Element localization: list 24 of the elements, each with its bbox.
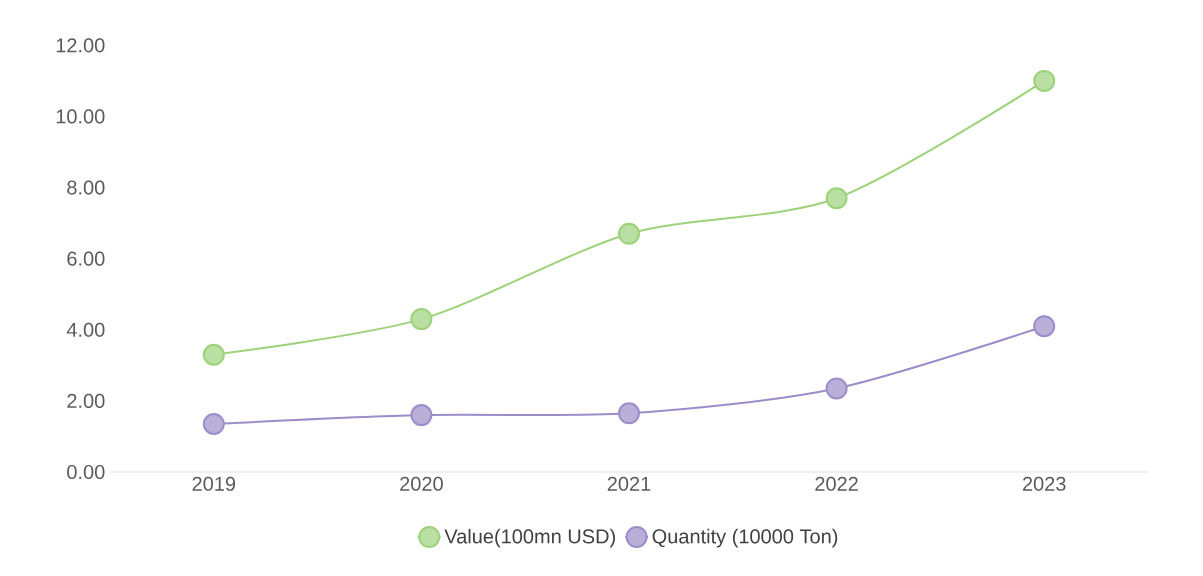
point [618, 402, 641, 425]
point [410, 404, 433, 427]
y-tick-label: 4.00 [66, 322, 105, 337]
x-tick-label: 2020 [400, 476, 443, 491]
legend-label: Value(100mn USD) [444, 528, 615, 548]
y-tick-label: 6.00 [67, 251, 105, 266]
x-tick-label: 2023 [1022, 476, 1066, 491]
x-tick-label: 2022 [815, 476, 858, 491]
legend-label: Quantity (10000 Ton) [652, 528, 838, 548]
point [202, 413, 225, 435]
point [202, 343, 225, 366]
y-tick-label: 2.00 [67, 393, 105, 408]
y-tick-label: 0.00 [67, 464, 105, 480]
point [1033, 69, 1056, 92]
x-tick-label: 2021 [607, 476, 651, 491]
point [618, 222, 641, 245]
x-tick-label: 2019 [192, 476, 236, 491]
point [825, 377, 848, 400]
point [410, 308, 433, 331]
y-tick-label: 8.00 [67, 180, 105, 195]
y-tick-label: 12.00 [56, 38, 105, 53]
point [825, 187, 848, 210]
y-tick-label: 10.00 [56, 109, 105, 124]
point [1033, 315, 1056, 338]
